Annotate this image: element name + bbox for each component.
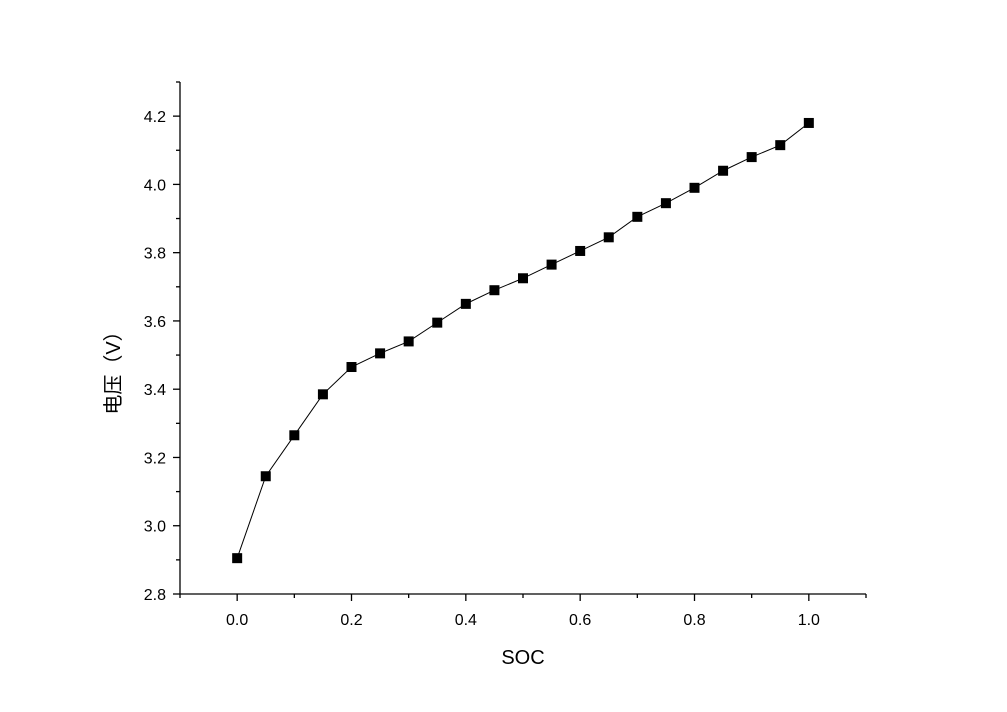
data-point-marker [289,430,300,441]
x-tick-label: 0.2 [340,612,362,629]
y-tick-label: 4.0 [144,177,166,194]
y-tick-label: 3.6 [144,314,166,331]
data-point-marker [632,211,643,222]
data-point-marker [803,117,814,128]
data-point-marker [660,198,671,209]
x-axis-title: SOC [501,647,544,669]
x-tick-label: 0.8 [683,612,705,629]
data-point-marker [375,348,386,359]
data-series [232,117,814,564]
data-point-marker [317,389,328,400]
x-tick-label: 0.4 [455,612,477,629]
data-point-marker [232,553,243,564]
data-point-marker [403,336,414,347]
data-point-marker [546,259,557,270]
data-point-marker [518,273,528,284]
x-ticks: 0.0 0.2 0.4 0.6 0.8 1.0 [179,594,867,629]
data-point-marker [346,362,357,373]
y-tick-label: 4.2 [144,109,166,126]
y-ticks: 2.8 3.0 3.2 3.4 3.6 3.8 4.0 4.2 [144,81,180,604]
y-tick-label: 2.8 [144,587,166,604]
y-tick-label: 3.0 [144,519,166,536]
y-tick-label: 3.2 [144,450,166,467]
data-point-marker [775,140,786,151]
data-point-marker [432,317,443,328]
data-point-marker [718,165,729,176]
data-point-marker [460,298,471,309]
y-tick-label: 3.8 [144,246,166,263]
y-axis-title: 电压（V） [102,321,125,414]
data-point-marker [603,232,614,243]
x-tick-label: 0.0 [226,612,248,629]
series-line [236,122,810,559]
data-point-marker [746,152,757,163]
data-point-marker [575,245,586,256]
y-tick-label: 3.4 [144,382,166,399]
data-point-marker [689,182,700,193]
data-point-marker [489,285,500,296]
data-point-marker [260,471,271,482]
axes [179,82,866,595]
x-tick-label: 1.0 [798,612,820,629]
x-tick-label: 0.6 [569,612,591,629]
